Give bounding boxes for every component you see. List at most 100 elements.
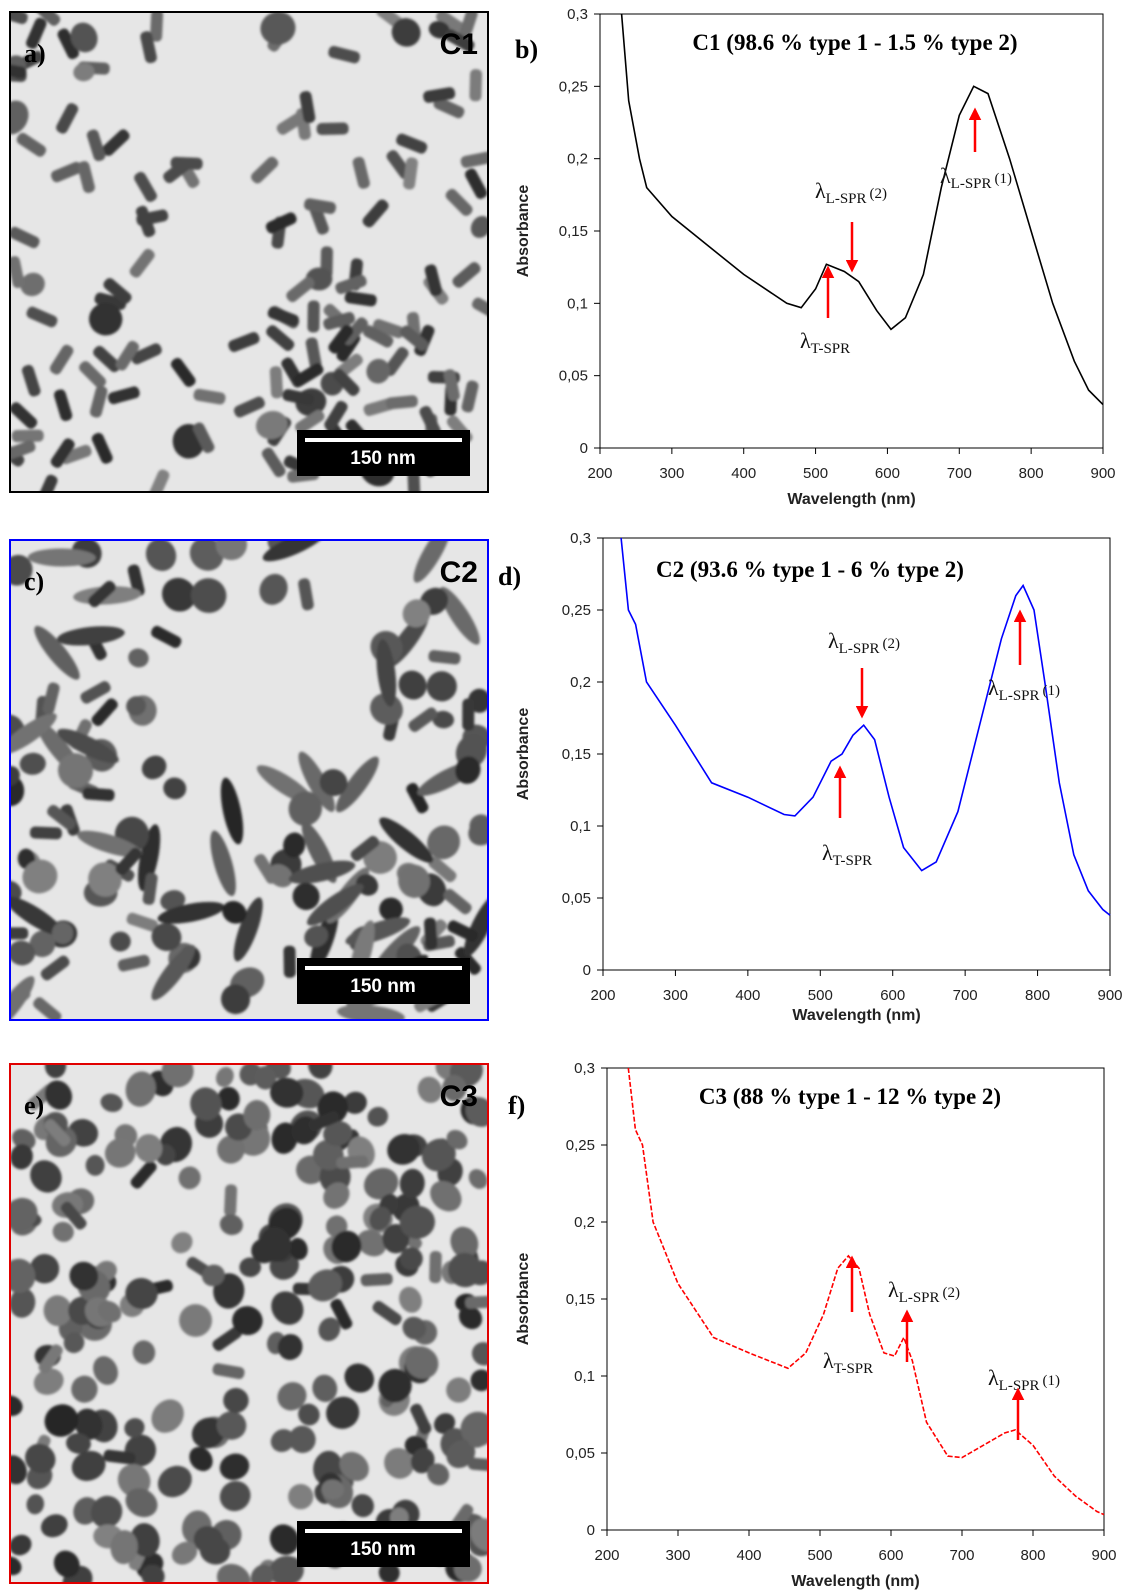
particle: [312, 1374, 338, 1402]
particle: [40, 955, 70, 981]
particle: [328, 45, 361, 64]
particle: [222, 900, 247, 924]
particle: [379, 897, 403, 921]
particle: [410, 1448, 435, 1474]
particle: [129, 248, 155, 278]
particle: [232, 1306, 263, 1336]
image-border: [9, 11, 489, 493]
particle: [192, 422, 215, 454]
particle: [50, 438, 75, 468]
particle: [330, 1298, 353, 1330]
particle: [216, 1411, 247, 1440]
particle: [379, 817, 434, 863]
y-tick-label: 0,25: [562, 602, 591, 619]
particle: [298, 578, 314, 611]
particle: [56, 103, 79, 134]
particle: [63, 1332, 85, 1354]
particle: [30, 1160, 62, 1193]
particle: [88, 580, 116, 608]
particle: [117, 954, 150, 972]
scale-box: [297, 958, 470, 1004]
particle: [308, 1064, 333, 1079]
y-tick-label: 0,3: [570, 530, 591, 547]
panel-label: a): [24, 39, 46, 68]
y-tick-label: 0,2: [570, 674, 591, 691]
particle: [276, 111, 307, 135]
particle: [91, 698, 118, 727]
particle: [100, 1093, 123, 1113]
particle: [12, 1128, 36, 1150]
particle: [49, 344, 74, 375]
particle: [298, 751, 335, 812]
particle: [141, 755, 167, 780]
particle: [51, 161, 83, 183]
y-tick-label: 0,3: [574, 1060, 595, 1077]
x-tick-label: 600: [875, 465, 900, 482]
particle: [421, 1138, 456, 1172]
particle: [60, 444, 92, 465]
particle: [282, 389, 315, 406]
particle: [110, 1530, 138, 1565]
x-tick-label: 400: [731, 465, 756, 482]
particle: [259, 1226, 292, 1262]
particle: [318, 1317, 341, 1342]
particle: [323, 1121, 353, 1146]
particle: [215, 540, 248, 561]
x-tick-label: 300: [659, 465, 684, 482]
particle: [171, 1541, 198, 1565]
chart-title: C1 (98.6 % type 1 - 1.5 % type 2): [692, 30, 1017, 55]
particle: [260, 12, 296, 45]
particle: [372, 319, 405, 339]
x-axis-label: Wavelength (nm): [792, 1007, 920, 1024]
particle: [10, 1534, 32, 1556]
x-tick-label: 900: [1091, 1547, 1116, 1564]
particle: [433, 97, 465, 119]
particle: [299, 91, 316, 124]
particle: [396, 133, 428, 154]
particle: [157, 901, 225, 924]
particle: [419, 405, 441, 437]
particle: [408, 707, 438, 732]
particle: [402, 1316, 427, 1340]
x-tick-label: 700: [947, 465, 972, 482]
particle: [51, 921, 74, 945]
particle: [469, 69, 483, 102]
scale-label: 150 nm: [350, 1539, 415, 1560]
particle: [305, 337, 322, 370]
particle: [363, 1167, 399, 1200]
particle: [163, 777, 187, 800]
particle: [428, 650, 461, 665]
particle: [289, 1425, 316, 1454]
particle: [29, 930, 56, 958]
particle: [446, 1377, 472, 1403]
particle: [82, 787, 115, 802]
x-tick-label: 600: [880, 987, 905, 1004]
particle: [43, 1119, 71, 1147]
y-axis-label: Absorbance: [515, 1253, 532, 1346]
particle: [145, 540, 177, 571]
annotation-symbol: λ: [988, 1365, 999, 1390]
particle: [321, 1479, 345, 1500]
particle: [142, 872, 158, 905]
scale-label: 150 nm: [350, 976, 415, 997]
particle: [33, 997, 62, 1020]
particle: [277, 1382, 307, 1411]
particle: [339, 1451, 369, 1482]
particle: [91, 432, 113, 464]
particle: [115, 340, 140, 371]
particle: [233, 897, 263, 962]
tem-image: a) C1 150 nm: [9, 11, 489, 493]
particle: [313, 1139, 344, 1171]
panel-label: d): [498, 562, 521, 591]
annotation-symbol: λ: [988, 675, 999, 700]
particle: [308, 1269, 343, 1302]
particle: [455, 756, 481, 784]
particle: [293, 363, 324, 387]
particle: [328, 324, 354, 354]
particle: [52, 1221, 74, 1242]
particle: [57, 28, 80, 60]
particle: [326, 1396, 360, 1429]
particle: [44, 1064, 67, 1079]
annotation: λT-SPR: [822, 840, 872, 869]
annotation-symbol: λ: [822, 840, 833, 865]
